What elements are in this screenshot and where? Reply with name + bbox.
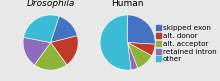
- Wedge shape: [128, 43, 138, 70]
- Wedge shape: [51, 16, 77, 43]
- Wedge shape: [51, 36, 78, 65]
- Wedge shape: [128, 43, 155, 56]
- Wedge shape: [34, 43, 67, 70]
- Wedge shape: [23, 37, 51, 65]
- Legend: skipped exon, alt. donor, alt. acceptor, retained intron, other: skipped exon, alt. donor, alt. acceptor,…: [156, 25, 216, 62]
- Wedge shape: [100, 15, 131, 70]
- Title: Human: Human: [111, 0, 144, 8]
- Title: Drosophila: Drosophila: [26, 0, 75, 8]
- Wedge shape: [128, 43, 152, 68]
- Wedge shape: [128, 15, 155, 44]
- Wedge shape: [24, 15, 59, 43]
